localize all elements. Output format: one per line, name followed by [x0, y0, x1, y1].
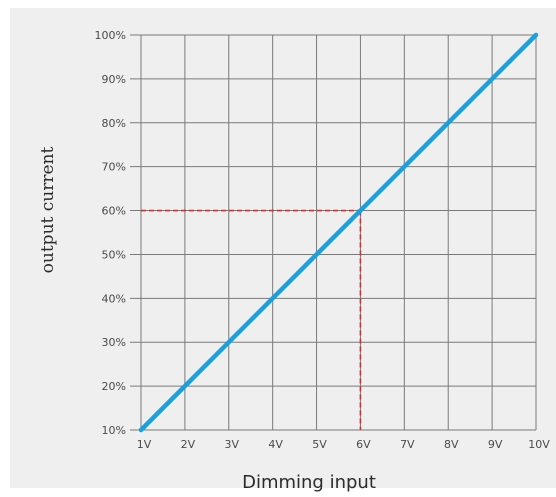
- y-tick-label: 50%: [102, 248, 126, 261]
- x-tick-label: 7V: [400, 438, 415, 451]
- grid-lines: [130, 34, 537, 431]
- x-tick-label: 10V: [528, 438, 550, 451]
- y-tick-label: 40%: [102, 292, 126, 305]
- y-axis-title: output current: [38, 147, 58, 274]
- y-tick-label: 20%: [102, 380, 126, 393]
- x-tick-label: 4V: [268, 438, 283, 451]
- x-tick-label: 1V: [137, 438, 152, 451]
- x-tick-labels: 1V 2V 3V 4V 5V 6V 7V 8V 9V 10V: [137, 438, 550, 451]
- series-lines: [138, 32, 539, 433]
- y-tick-label: 100%: [95, 29, 126, 42]
- y-tick-label: 60%: [102, 205, 126, 218]
- x-tick-label: 6V: [356, 438, 371, 451]
- reference-lines: [141, 209, 362, 430]
- y-tick-label: 30%: [102, 336, 126, 349]
- y-tick-label: 80%: [102, 117, 126, 130]
- y-tick-label: 90%: [102, 73, 126, 86]
- x-tick-label: 5V: [312, 438, 327, 451]
- y-tick-label: 70%: [102, 161, 126, 174]
- x-tick-label: 8V: [444, 438, 459, 451]
- x-tick-label: 2V: [181, 438, 196, 451]
- chart-panel-background: [10, 8, 556, 488]
- series-line: [138, 32, 539, 433]
- x-axis-title: Dimming input: [242, 472, 376, 493]
- y-tick-labels: 10% 20% 30% 40% 50% 60% 70% 80% 90% 100%: [95, 29, 126, 437]
- x-tick-label: 9V: [488, 438, 503, 451]
- x-tick-label: 3V: [225, 438, 240, 451]
- y-tick-label: 10%: [102, 424, 126, 437]
